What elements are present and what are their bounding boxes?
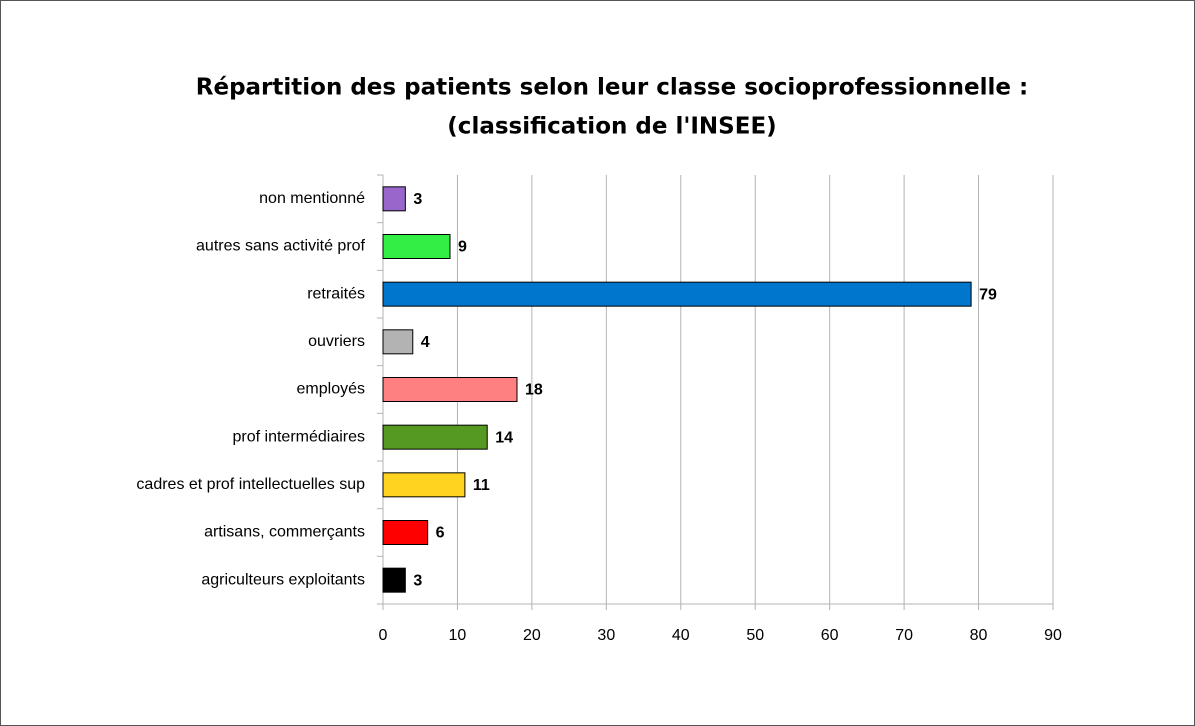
x-tick-label: 10	[449, 627, 467, 644]
bar	[382, 329, 414, 355]
x-tick-label: 60	[821, 627, 839, 644]
x-tick-label: 90	[1044, 627, 1062, 644]
chart-title: (classification de l'INSEE)	[447, 114, 776, 140]
x-tick-label: 30	[597, 627, 615, 644]
x-tick-label: 0	[379, 627, 388, 644]
y-tick-label: prof intermédiaires	[233, 428, 366, 445]
x-tick-label: 50	[746, 627, 764, 644]
bar	[382, 520, 429, 545]
y-tick-label: ouvriers	[308, 333, 365, 350]
bar	[382, 567, 406, 593]
bar	[382, 472, 466, 498]
value-label: 6	[436, 525, 445, 542]
chart-title: Répartition des patients selon leur clas…	[196, 75, 1028, 101]
bar	[382, 281, 972, 307]
bar	[382, 234, 451, 259]
value-label: 3	[413, 191, 422, 208]
y-tick-label: non mentionné	[259, 190, 365, 207]
y-tick-label: retraités	[307, 285, 365, 302]
bar	[382, 377, 518, 402]
x-tick-label: 70	[895, 627, 913, 644]
y-tick-label: cadres et prof intellectuelles sup	[136, 476, 365, 493]
y-tick-label: autres sans activité prof	[196, 238, 366, 255]
bar	[382, 424, 488, 450]
x-tick-label: 40	[672, 627, 690, 644]
x-tick-label: 80	[970, 627, 988, 644]
x-tick-label: 20	[523, 627, 541, 644]
y-tick-label: artisans, commerçants	[204, 524, 365, 541]
value-label: 9	[458, 239, 467, 256]
y-tick-label: agriculteurs exploitants	[201, 571, 365, 588]
bar	[382, 186, 406, 212]
value-label: 14	[495, 429, 513, 446]
y-tick-label: employés	[297, 381, 365, 398]
value-label: 3	[413, 572, 422, 589]
value-label: 18	[525, 382, 543, 399]
value-label: 79	[979, 286, 997, 303]
value-label: 4	[421, 334, 430, 351]
value-label: 11	[473, 477, 490, 494]
